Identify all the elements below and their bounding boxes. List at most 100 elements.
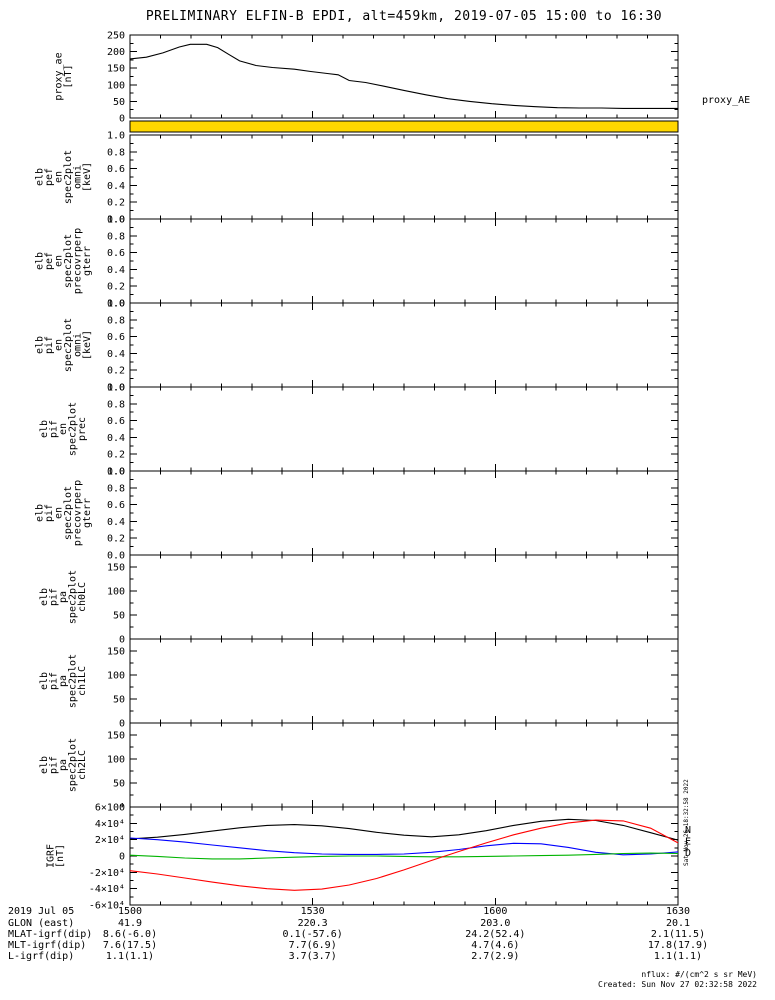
footer-notes: nflux: #/(cm^2 s sr MeV) Created: Sun No… — [598, 970, 757, 990]
footer-row-2-value: 17.8(17.9) — [647, 940, 709, 951]
series-proxy_AE — [129, 43, 678, 109]
y-tick-label: 150 — [107, 731, 125, 742]
y-tick-label: 0.6 — [107, 248, 125, 259]
y-tick-label: 0 — [119, 719, 125, 730]
footer-row-2-value: 4.7(4.6) — [471, 940, 520, 951]
footer-row-3-value: 2.7(2.9) — [471, 951, 520, 962]
y-tick-label: 1.0 — [107, 467, 125, 478]
legend-label-E: E — [685, 837, 691, 848]
y-tick-label: 0.2 — [107, 282, 125, 293]
panel-elb_pif_pa_ch2LC: 0 50 100 150 elbpifpaspec2plotch2LC — [39, 722, 679, 814]
y-tick-label: 0.4 — [107, 265, 125, 276]
y-tick-label: 0 — [119, 114, 125, 125]
y-tick-label: 50 — [113, 611, 125, 622]
y-tick-label: 2×10⁴ — [95, 835, 125, 846]
y-tick-label: 6×10⁴ — [95, 803, 125, 814]
y-axis-label: elbpefenspec2plotomni[keV] — [34, 150, 93, 204]
y-tick-label: 0.4 — [107, 349, 125, 360]
panel-elb_pif_en_omni: 0.0 0.2 0.4 0.6 0.8 1.0 elbpifenspec2plotomni[… — [34, 299, 679, 394]
colorbar-band — [129, 120, 679, 133]
y-tick-label: 50 — [113, 779, 125, 790]
y-tick-label: 150 — [107, 64, 125, 75]
time-axis-row-value: 1500 — [117, 906, 143, 917]
created-note: Created: Sun Nov 27 02:32:58 2022 — [598, 980, 757, 989]
y-tick-label: 0.0 — [107, 383, 125, 394]
footer-row-1-label: MLAT-igrf(dip) — [8, 929, 93, 940]
footer-row-3-label: L-igrf(dip) — [8, 951, 75, 962]
footer-row-2-value: 7.7(6.9) — [288, 940, 337, 951]
y-axis-label: elbpifenspec2plotomni[keV] — [34, 318, 93, 372]
panel-elb_pif_en_prec: 0.0 0.2 0.4 0.6 0.8 1.0 elbpifenspec2plotprec — [39, 383, 679, 478]
y-tick-label: 0.8 — [107, 315, 125, 326]
footer-row-0-value: 20.1 — [665, 918, 691, 929]
y-axis-label: elbpifpaspec2plotch2LC — [39, 738, 88, 792]
y-tick-label: 0.8 — [107, 231, 125, 242]
panel-igrf: -6×10⁴ -4×10⁴ -2×10⁴ 0 2×10⁴ 4×10⁴ 6×10⁴ IGRF[n… — [45, 803, 691, 912]
y-tick-label: 0.0 — [107, 215, 125, 226]
footer-row-3-value: 1.1(1.1) — [105, 951, 155, 962]
y-tick-label: 1.0 — [107, 215, 125, 226]
footer-row-3-value: 1.1(1.1) — [653, 951, 703, 962]
y-tick-label: 0 — [119, 635, 125, 646]
y-axis-label: IGRF[nT] — [45, 844, 66, 868]
plot-title: PRELIMINARY ELFIN-B EPDI, alt=459km, 201… — [145, 9, 663, 24]
y-tick-label: 0.6 — [107, 164, 125, 175]
y-tick-label: 0.4 — [107, 181, 125, 192]
y-tick-label: 150 — [107, 563, 125, 574]
y-axis-label: elbpifpaspec2plotch1LC — [39, 654, 88, 708]
y-axis-label: elbpifpaspec2plotch0LC — [39, 570, 88, 624]
proxy-ae-right-label: proxy_AE — [702, 95, 751, 106]
time-axis-row-value: 1600 — [483, 906, 508, 917]
y-tick-label: 250 — [107, 31, 125, 42]
y-axis-label: elbpifenspec2plotprecovrperpgterr — [34, 480, 93, 546]
panel-elb_pef_en_precovrperp_gterr: 0.0 0.2 0.4 0.6 0.8 1.0 elbpefenspec2plotpreco… — [34, 215, 679, 310]
time-axis-row-label: 2019 Jul 05 — [8, 906, 75, 917]
y-tick-label: 200 — [107, 47, 125, 58]
y-tick-label: -6×10⁴ — [89, 901, 125, 912]
y-tick-label: -4×10⁴ — [89, 884, 125, 895]
footer-row-0-value: 220.3 — [297, 918, 328, 929]
y-tick-label: 50 — [113, 695, 125, 706]
footer-row-1-value: 2.1(11.5) — [650, 929, 706, 940]
series-total — [129, 818, 679, 841]
y-tick-label: 100 — [107, 755, 125, 766]
y-tick-label: 0.8 — [107, 147, 125, 158]
panel-proxy_ae: 0 50 100 150 200 250 proxy_ae[nT] — [53, 31, 679, 125]
y-tick-label: 4×10⁴ — [95, 819, 125, 830]
time-axis-row-value: 1530 — [300, 906, 325, 917]
y-tick-label: 0 — [119, 852, 125, 863]
y-tick-label: 1.0 — [107, 383, 125, 394]
footer-row-1-value: 24.2(52.4) — [465, 929, 526, 940]
y-tick-label: 150 — [107, 647, 125, 658]
y-axis-label: proxy_ae[nT] — [53, 52, 74, 100]
y-tick-label: 1.0 — [107, 131, 125, 142]
y-tick-label: 0.6 — [107, 416, 125, 427]
y-tick-label: 0.8 — [107, 399, 125, 410]
y-tick-label: 0.0 — [107, 467, 125, 478]
nflux-units-note: nflux: #/(cm^2 s sr MeV) — [641, 970, 757, 979]
y-tick-label: 0 — [119, 803, 125, 814]
y-tick-label: 0.2 — [107, 534, 125, 545]
footer-row-1-value: 0.1(-57.6) — [282, 929, 343, 940]
y-tick-label: 100 — [107, 80, 125, 91]
panel-elb_pef_en_omni: 0.0 0.2 0.4 0.6 0.8 1.0 elbpefenspec2plotomni[… — [34, 131, 679, 226]
footer-row-2-label: MLT-igrf(dip) — [8, 940, 87, 951]
y-tick-label: 0.2 — [107, 366, 125, 377]
legend-label-N: N — [685, 825, 691, 836]
y-tick-label: 1.0 — [107, 299, 125, 310]
footer-row-2-value: 7.6(17.5) — [102, 940, 158, 951]
y-tick-label: 0.6 — [107, 500, 125, 511]
y-tick-label: 0.4 — [107, 517, 125, 528]
y-tick-label: 100 — [107, 587, 125, 598]
y-tick-label: 0.2 — [107, 450, 125, 461]
footer-row-0-label: GLON (east) — [8, 918, 75, 929]
footer-row-0-value: 203.0 — [480, 918, 511, 929]
footer-row-0-value: 41.9 — [117, 918, 143, 929]
footer-row-1-value: 8.6(-6.0) — [102, 929, 158, 940]
y-tick-label: 0.8 — [107, 483, 125, 494]
y-tick-label: 0.0 — [107, 551, 125, 562]
y-axis-label: elbpefenspec2plotprecovrperpgterr — [34, 228, 93, 294]
